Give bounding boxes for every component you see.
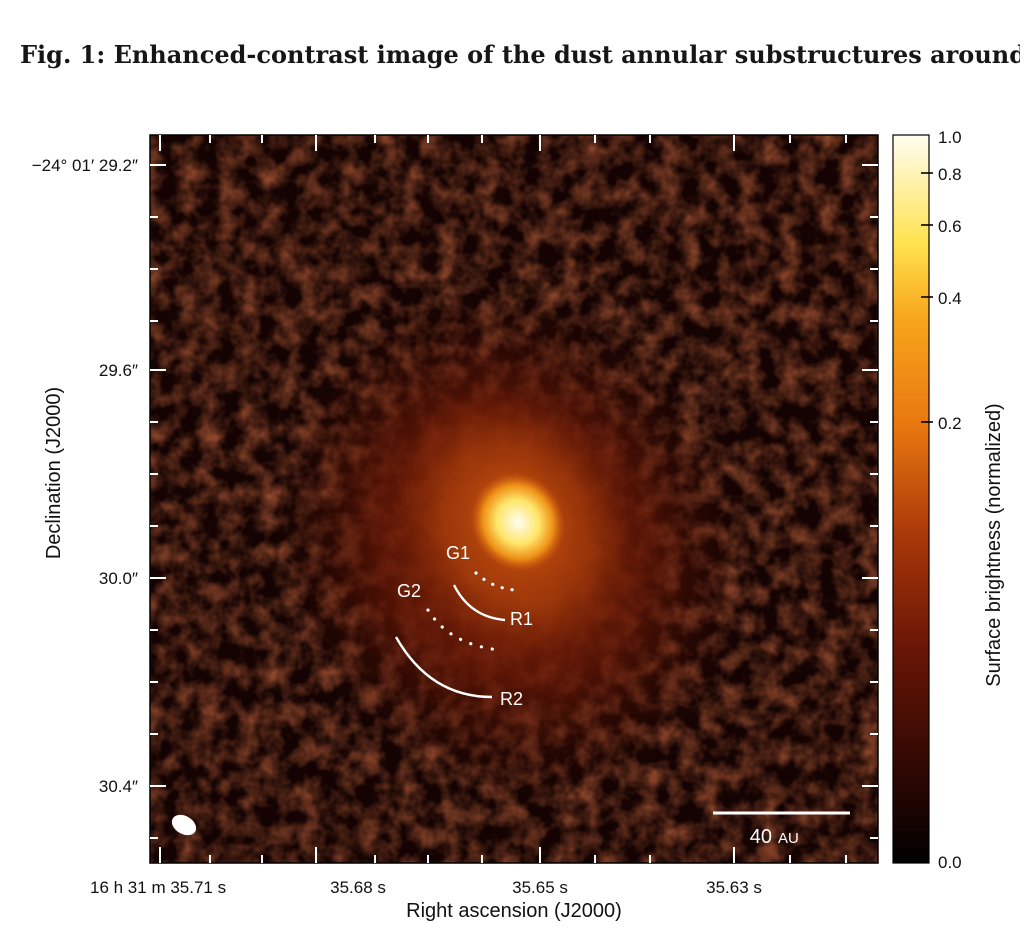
ring-gap-annotations: G1 G2 R1 R2 xyxy=(394,543,533,709)
scale-bar-unit: AU xyxy=(778,830,799,847)
colorbar-label: Surface brightness (normalized) xyxy=(983,403,1005,686)
colorbar xyxy=(892,134,930,864)
y-tick-label: 29.6″ xyxy=(99,361,138,380)
y-tick-label: 30.4″ xyxy=(99,777,138,796)
label-r2: R2 xyxy=(500,689,523,709)
colorbar-ticks xyxy=(921,172,933,423)
colorbar-tick-label: 0.4 xyxy=(938,289,962,308)
label-r1: R1 xyxy=(510,609,533,629)
colorbar-tick-label: 1.0 xyxy=(938,128,962,147)
colorbar-tick-label: 0.0 xyxy=(938,853,962,872)
x-tick-label: 35.68 s xyxy=(330,878,386,897)
axis-ticks xyxy=(150,135,878,863)
dust-image xyxy=(150,135,878,863)
figure: G1 G2 R1 R2 40 AU −24° 01′ 29.2″ 29.6″ 3… xyxy=(0,125,1024,936)
figure-svg: G1 G2 R1 R2 40 AU −24° 01′ 29.2″ 29.6″ 3… xyxy=(32,128,1005,922)
ring-r1-arc xyxy=(452,584,506,622)
label-g2: G2 xyxy=(397,581,421,601)
y-tick-label: 30.0″ xyxy=(99,569,138,588)
x-tick-label: 35.65 s xyxy=(512,878,568,897)
plot-frame xyxy=(149,134,879,864)
scale-bar-value: 40 xyxy=(750,826,772,848)
ring-r2-arc xyxy=(394,636,493,699)
figure-caption: Fig. 1: Enhanced-contrast image of the d… xyxy=(20,40,1020,69)
x-tick-label: 16 h 31 m 35.71 s xyxy=(90,878,226,897)
y-tick-label: −24° 01′ 29.2″ xyxy=(32,156,138,175)
colorbar-tick-label: 0.6 xyxy=(938,217,962,236)
label-g1: G1 xyxy=(446,543,470,563)
colorbar-tick-label: 0.2 xyxy=(938,414,962,433)
y-axis-label: Declination (J2000) xyxy=(43,387,65,559)
x-tick-label: 35.63 s xyxy=(706,878,762,897)
x-axis-label: Right ascension (J2000) xyxy=(406,900,622,922)
beam-ellipse-icon xyxy=(171,814,197,836)
gap-g1-dots xyxy=(474,571,517,592)
colorbar-tick-label: 0.8 xyxy=(938,165,962,184)
